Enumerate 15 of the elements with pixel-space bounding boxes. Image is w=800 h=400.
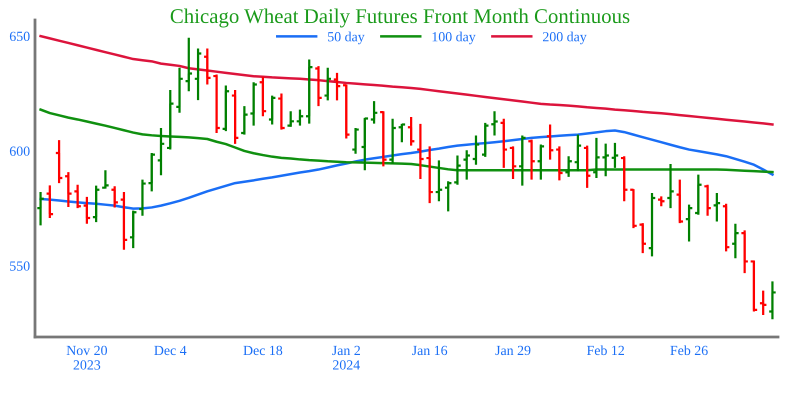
x-tick-label: Nov 20 2023 bbox=[66, 346, 107, 370]
y-tick-label: 550 bbox=[10, 261, 30, 271]
y-tick-label: 600 bbox=[10, 146, 30, 156]
x-tick-label: Jan 16 bbox=[412, 346, 448, 356]
x-tick-label: Jan 29 bbox=[495, 346, 530, 356]
x-tick-label: Dec 4 bbox=[154, 346, 186, 356]
legend-label: 200 day bbox=[542, 32, 587, 44]
y-tick-label: 650 bbox=[10, 32, 30, 42]
x-tick-label: Feb 12 bbox=[586, 345, 624, 356]
legend-label: 50 day bbox=[328, 32, 365, 44]
legend-label: 100 day bbox=[432, 32, 476, 44]
x-tick-label: Dec 18 bbox=[243, 346, 282, 356]
chart-title: Chicago Wheat Daily Futures Front Month Continuous bbox=[170, 8, 630, 28]
x-tick-label: Jan 2 2024 bbox=[332, 346, 360, 370]
x-tick-label: Feb 26 bbox=[670, 345, 708, 356]
